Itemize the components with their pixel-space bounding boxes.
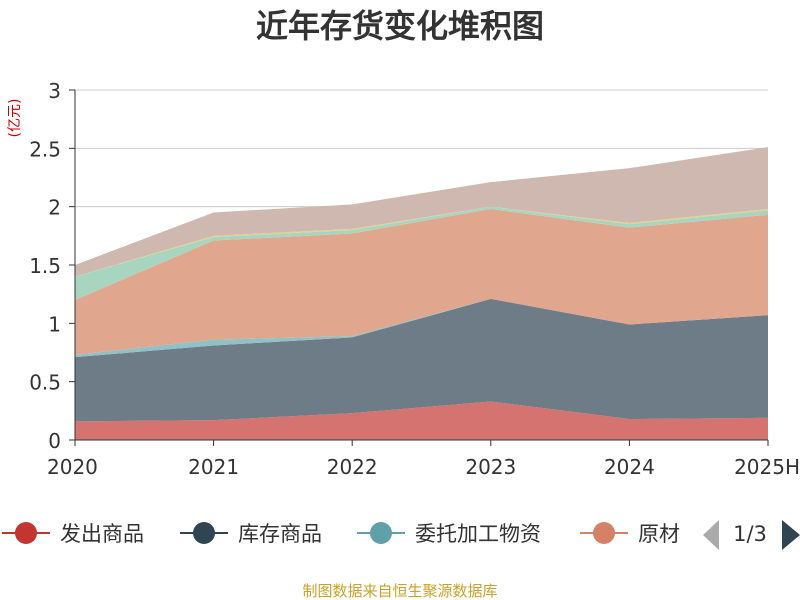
data-source-note: 制图数据来自恒生聚源数据库 [302, 582, 497, 600]
x-tick-labels: 2020 2021 2022 2023 2024 2025H [47, 455, 800, 479]
y-tick-labels: 0 0.5 1 1.5 2 2.5 3 [29, 79, 61, 453]
x-tick-label: 2021 [188, 455, 239, 479]
legend-marker-circle [370, 522, 392, 544]
x-tick-label: 2024 [604, 455, 655, 479]
legend-marker-circle [593, 522, 615, 544]
y-axis-label: (亿元) [7, 99, 23, 138]
area-series [75, 209, 768, 355]
x-tick-label: 2023 [465, 455, 516, 479]
y-tick-label: 1.5 [29, 254, 61, 278]
y-tick-label: 2.5 [29, 137, 61, 161]
legend-label: 委托加工物资 [415, 522, 541, 546]
area-series [75, 298, 768, 422]
y-tick-label: 3 [48, 79, 61, 103]
legend-label: 库存商品 [238, 522, 322, 546]
y-tick-label: 2 [48, 196, 61, 220]
legend-page-indicator: 1/3 [733, 522, 767, 546]
y-tick-label: 1 [48, 312, 61, 336]
axes [69, 89, 769, 446]
x-tick-label: 2022 [327, 455, 378, 479]
legend-clip-mask [684, 505, 800, 560]
y-axis-label-text: (亿元) [7, 99, 23, 138]
area-series [75, 298, 768, 358]
legend-item-weituo[interactable]: 委托加工物资 [357, 522, 541, 546]
legend-prev-arrow-icon[interactable] [703, 520, 719, 550]
legend-item-fachu[interactable]: 发出商品 [2, 522, 144, 546]
legend-label: 发出商品 [60, 522, 144, 546]
legend-item-kucun[interactable]: 库存商品 [180, 522, 322, 546]
legend-marker-circle [193, 522, 215, 544]
legend-next-arrow-icon[interactable] [782, 520, 800, 550]
legend-label: 原材 [638, 522, 680, 546]
legend-item-yuancai[interactable]: 原材 [580, 522, 680, 546]
chart-title: 近年存货变化堆积图 [256, 7, 544, 45]
y-tick-label: 0.5 [29, 371, 61, 395]
y-tick-label: 0 [48, 429, 61, 453]
stacked-areas [75, 147, 768, 440]
legend-marker-circle [15, 522, 37, 544]
area-series [75, 401, 768, 440]
area-series [75, 147, 768, 277]
x-tick-label: 2025H [734, 455, 800, 479]
legend: 发出商品 库存商品 委托加工物资 原材 1/3 [2, 505, 800, 560]
x-tick-label: 2020 [47, 455, 98, 479]
